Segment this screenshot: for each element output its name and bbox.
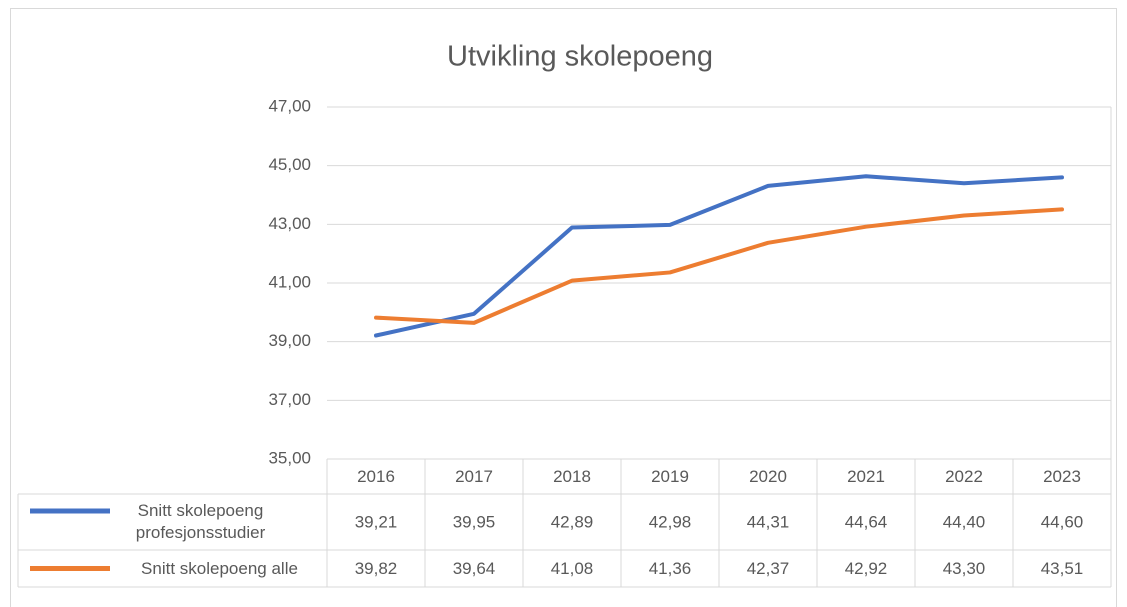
- data-label: 39,82: [355, 559, 398, 578]
- data-label: 42,98: [649, 512, 692, 531]
- y-tick-label: 41,00: [268, 272, 311, 291]
- y-tick-label: 47,00: [268, 96, 311, 115]
- y-tick-label: 39,00: [268, 331, 311, 350]
- data-label: 44,40: [943, 512, 986, 531]
- legend-label-box: Snitt skolepoeng profesjonsstudier: [135, 501, 266, 542]
- y-tick-label: 37,00: [268, 390, 311, 409]
- legend-label: Snitt skolepoeng alle: [141, 558, 298, 578]
- y-tick-label: 43,00: [268, 214, 311, 233]
- y-tick-label: 45,00: [268, 155, 311, 174]
- data-label: 41,08: [551, 559, 594, 578]
- data-label: 44,64: [845, 512, 888, 531]
- chart-title: Utvikling skolepoeng: [447, 41, 713, 73]
- series-line: [374, 174, 1064, 338]
- data-label: 41,36: [649, 559, 692, 578]
- data-label: 43,51: [1041, 559, 1084, 578]
- legend-label-box: Snitt skolepoeng alle: [141, 558, 298, 578]
- data-label: 39,64: [453, 559, 496, 578]
- data-label: 44,31: [747, 512, 790, 531]
- data-label: 42,89: [551, 512, 594, 531]
- chart-border: [10, 8, 1117, 607]
- x-tick-label: 2020: [749, 467, 787, 486]
- data-label: 43,30: [943, 559, 986, 578]
- data-label: 39,95: [453, 512, 496, 531]
- x-tick-label: 2017: [455, 467, 493, 486]
- data-label: 39,21: [355, 512, 398, 531]
- data-label: 42,92: [845, 559, 888, 578]
- data-label: 44,60: [1041, 512, 1084, 531]
- x-tick-label: 2022: [945, 467, 983, 486]
- x-tick-label: 2023: [1043, 467, 1081, 486]
- y-tick-label: 35,00: [268, 448, 311, 467]
- x-tick-label: 2016: [357, 467, 395, 486]
- data-label: 42,37: [747, 559, 790, 578]
- x-tick-label: 2019: [651, 467, 689, 486]
- x-tick-label: 2018: [553, 467, 591, 486]
- legend-label: Snitt skolepoeng profesjonsstudier: [135, 501, 266, 542]
- x-tick-label: 2021: [847, 467, 885, 486]
- series-line: [374, 207, 1064, 325]
